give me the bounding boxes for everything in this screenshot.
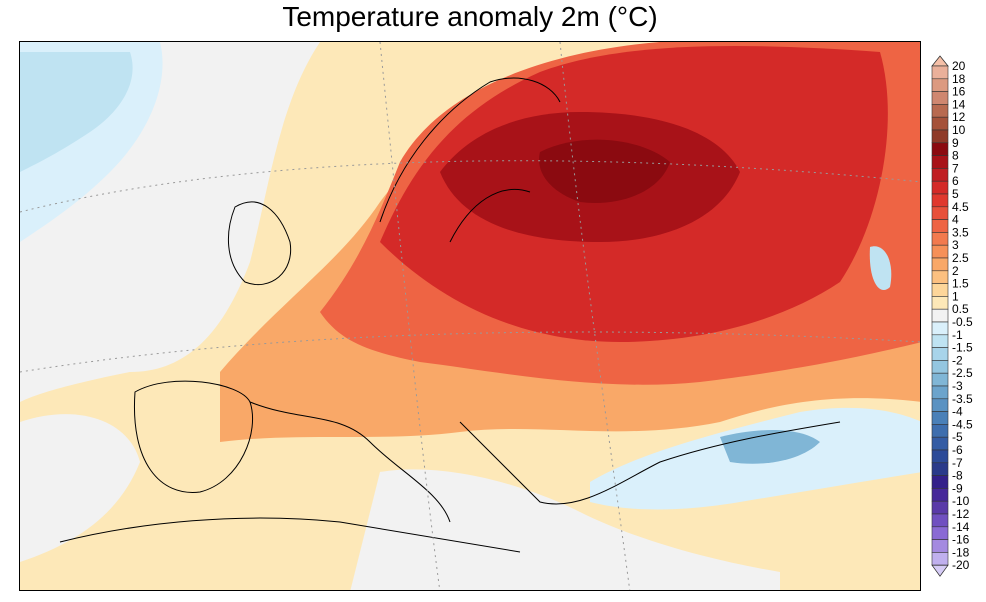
colorbar-legend: 201816141210987654.543.532.521.510.5-0.5… — [931, 55, 973, 577]
colorbar-tick-label: -20 — [952, 558, 970, 572]
colorbar-box — [931, 475, 949, 489]
colorbar-tick-label: -8 — [952, 469, 963, 483]
colorbar-box — [931, 296, 949, 310]
colorbar-tick-label: -6 — [952, 443, 963, 457]
colorbar-tick-label: -16 — [952, 533, 970, 547]
colorbar-box — [931, 193, 949, 208]
colorbar-tick-label: 7 — [952, 161, 959, 175]
colorbar-box — [931, 449, 949, 464]
colorbar-tick-label: 9 — [952, 136, 959, 150]
colorbar-box — [931, 232, 949, 246]
extreme-hot-area — [539, 139, 670, 203]
colorbar-tick-label: -12 — [952, 507, 970, 521]
colorbar-box — [931, 104, 949, 118]
colorbar-tick-label: -1.5 — [952, 341, 973, 355]
caspian-cool-patch — [869, 246, 892, 291]
colorbar-box — [931, 539, 949, 553]
colorbar-box — [931, 78, 949, 92]
colorbar-tick-label: 2.5 — [952, 251, 969, 265]
colorbar-tick-label: 4.5 — [952, 200, 969, 214]
ocean-south-neutral — [20, 414, 140, 562]
colorbar-box — [931, 206, 949, 220]
colorbar-box — [931, 513, 949, 528]
colorbar-tick-label: -9 — [952, 481, 963, 495]
colorbar-box — [931, 244, 949, 259]
colorbar-tick-label: 2 — [952, 264, 959, 278]
colorbar-box — [931, 168, 949, 182]
colorbar-box — [931, 334, 949, 348]
colorbar-tick-label: -2.5 — [952, 366, 973, 380]
colorbar-tick-label: 1.5 — [952, 277, 969, 291]
colorbar-box — [931, 398, 949, 412]
anomaly-map — [19, 41, 921, 591]
map-title: Temperature anomaly 2m (°C) — [282, 1, 658, 32]
colorbar-box — [931, 321, 949, 336]
colorbar-tick-label: 14 — [952, 97, 966, 111]
colorbar-box — [931, 283, 949, 297]
colorbar-box — [931, 91, 949, 105]
colorbar-box — [931, 116, 949, 131]
colorbar-box — [931, 180, 949, 195]
colorbar-box — [931, 219, 949, 233]
coastline-north-africa — [59, 517, 521, 553]
colorbar-tick-label: -14 — [952, 520, 970, 534]
colorbar-tick-label: 8 — [952, 149, 959, 163]
colorbar-tick-label: 3.5 — [952, 225, 969, 239]
coastline-mediterranean — [249, 401, 841, 523]
colorbar-box — [931, 257, 949, 272]
graticule-lines — [20, 42, 920, 590]
colorbar-box — [931, 526, 949, 540]
colorbar-box — [931, 155, 949, 169]
colorbar-tick-label: 0.5 — [952, 302, 969, 316]
coastline-british-isles — [227, 201, 292, 286]
colorbar-top-triangle — [931, 55, 949, 67]
colorbar-box — [931, 372, 949, 387]
colorbar-box — [931, 500, 949, 515]
colorbar-tick-label: -7 — [952, 456, 963, 470]
colorbar-tick-label: 18 — [952, 72, 966, 86]
colorbar-tick-label: -3.5 — [952, 392, 973, 406]
coastline-iberia — [133, 380, 254, 493]
colorbar-box — [931, 488, 949, 502]
colorbar-box — [931, 360, 949, 374]
colorbar-tick-label: -10 — [952, 494, 970, 508]
colorbar-box — [931, 347, 949, 361]
colorbar-box — [931, 385, 949, 400]
colorbar-box — [931, 65, 949, 80]
turkey-cold-patch — [720, 430, 820, 464]
atlantic-cold-area — [20, 52, 133, 172]
colorbar-bottom-triangle — [931, 564, 949, 577]
colorbar-tick-label: 12 — [952, 110, 966, 124]
colorbar-box — [931, 411, 949, 425]
colorbar-tick-label: -3 — [952, 379, 963, 393]
colorbar-tick-label: 20 — [952, 59, 966, 73]
mediterranean-area — [350, 469, 780, 590]
colorbar-tick-label: 6 — [952, 174, 959, 188]
colorbar-box — [931, 270, 949, 284]
colorbar-box — [931, 552, 949, 566]
colorbar-tick-label: -1 — [952, 328, 963, 342]
coastline-scandinavia — [379, 77, 561, 243]
colorbar-box — [931, 462, 949, 476]
colorbar-tick-label: 3 — [952, 238, 959, 252]
colorbar-box — [931, 436, 949, 451]
colorbar-tick-label: 1 — [952, 289, 959, 303]
colorbar-tick-label: -4.5 — [952, 417, 973, 431]
colorbar-tick-label: -4 — [952, 405, 963, 419]
colorbar-tick-label: 4 — [952, 213, 959, 227]
colorbar-box — [931, 308, 949, 323]
colorbar-tick-label: 10 — [952, 123, 966, 137]
colorbar-box — [931, 424, 949, 438]
colorbar-tick-label: -18 — [952, 545, 970, 559]
colorbar-tick-label: 16 — [952, 85, 966, 99]
colorbar-tick-label: -5 — [952, 430, 963, 444]
colorbar-tick-label: -0.5 — [952, 315, 973, 329]
colorbar-tick-label: -2 — [952, 353, 963, 367]
colorbar-box — [931, 129, 949, 144]
colorbar-box — [931, 142, 949, 156]
colorbar-tick-label: 5 — [952, 187, 959, 201]
